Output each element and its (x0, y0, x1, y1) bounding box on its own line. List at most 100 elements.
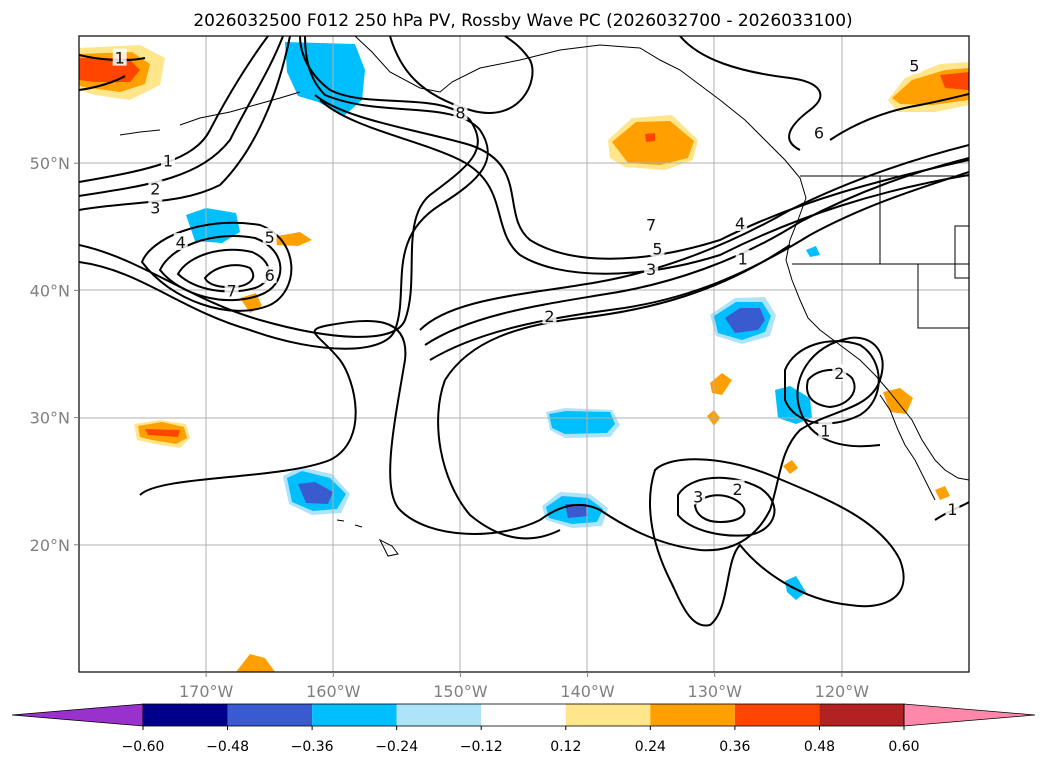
contour-label-bg (733, 213, 748, 231)
contour-line (158, 235, 282, 302)
colorbar-label: −0.12 (460, 739, 503, 755)
contour-label-bg (818, 421, 833, 439)
contour-label: 3 (693, 487, 703, 506)
lon-tick-label: 120°W (815, 682, 870, 701)
contour-label: 6 (265, 266, 275, 285)
colorbar-segment (312, 704, 397, 726)
pv-negative-blob (806, 246, 820, 257)
coastlines (119, 36, 969, 557)
colorbar-segment (734, 704, 820, 726)
contour-line (79, 36, 284, 197)
contour-label-bg (224, 281, 239, 299)
colorbar-label: 0.48 (804, 739, 835, 755)
contour-line (140, 221, 293, 312)
contour-label: 1 (820, 421, 830, 440)
contour-label-bg (542, 306, 557, 324)
colorbar-segment (650, 704, 735, 726)
lat-tick-label: 50°N (30, 154, 70, 173)
pv-positive-blob (236, 654, 275, 672)
contour-line (806, 369, 856, 409)
contour-label: 6 (814, 124, 824, 143)
contour-label-bg (112, 48, 127, 66)
contour-label-bg (262, 227, 277, 245)
map-frame (78, 35, 970, 673)
contour-line (314, 94, 969, 260)
pv-negative-blob (549, 411, 615, 434)
contour-label: 8 (455, 103, 465, 122)
colorbar-label: 0.12 (550, 739, 581, 755)
contour-line (649, 458, 905, 627)
contour-line (79, 36, 291, 211)
contour-label: 4 (735, 214, 745, 233)
contour-line (829, 93, 969, 141)
contour-line (139, 319, 884, 552)
colorbar-segment (143, 704, 228, 726)
contour-label: 3 (150, 199, 160, 218)
contour-line (424, 157, 969, 346)
contour-label-bg (161, 151, 175, 169)
colorbar-frame (142, 703, 905, 727)
contour-line (79, 54, 146, 62)
contour-line (679, 36, 822, 151)
colorbar-segment (481, 704, 566, 726)
lon-tick-label: 140°W (560, 682, 615, 701)
colorbar-label: 0.60 (888, 739, 919, 755)
lat-tick-label: 20°N (30, 536, 70, 555)
contour-line (444, 244, 791, 381)
contour-label: 1 (947, 500, 957, 519)
contour-label: 5 (265, 228, 275, 247)
contour-label: 1 (115, 49, 125, 68)
contour-label: 2 (733, 480, 743, 499)
pv-positive-blob (935, 486, 950, 500)
contour-label-bg (644, 215, 659, 233)
pc-contours (79, 36, 969, 627)
colorbar: −0.60 −0.48 −0.36 −0.24 −0.12 0.12 0.24 0.36 0.4… (11, 703, 1036, 755)
contour-label: 5 (652, 239, 662, 258)
pv-negative-blob (725, 308, 765, 333)
pv-positive-blob (645, 133, 655, 142)
contour-label-bg (262, 266, 277, 284)
contour-label-bg (650, 239, 665, 257)
colorbar-segment (396, 704, 482, 726)
contour-line (693, 494, 746, 524)
contour-label-bg (173, 233, 188, 251)
colorbar-segment (227, 704, 313, 726)
contour-line (79, 36, 479, 338)
pv-negative-blob (298, 482, 333, 504)
contour-line (79, 36, 269, 183)
contour-line (419, 144, 969, 331)
contour-line (389, 36, 534, 114)
contour-label-bg (730, 479, 745, 497)
contour-label: 5 (909, 56, 919, 75)
colorbar-label: 0.24 (635, 739, 666, 755)
contour-line (437, 379, 561, 540)
contour-label: 2 (150, 180, 160, 199)
contour-label: 7 (226, 281, 236, 300)
pv-positive-blob (883, 388, 913, 414)
pv-negative-blob (565, 504, 588, 518)
contour-label-bg (453, 103, 468, 121)
contour-label: 4 (176, 233, 186, 252)
contour-label: 1 (738, 250, 748, 269)
pv-positive-blob (783, 460, 798, 474)
contour-label-bg (945, 500, 960, 518)
contour-label-bg (644, 259, 659, 277)
colorbar-label: −0.60 (122, 739, 165, 755)
chart-title: 2026032500 F012 250 hPa PV, Rossby Wave … (193, 11, 852, 31)
colorbar-segment (819, 704, 904, 726)
pv-positive-blob (79, 58, 140, 82)
lat-tick-label: 30°N (30, 409, 70, 428)
lon-tick-label: 170°W (179, 682, 234, 701)
pv-positive-blob (145, 429, 180, 437)
colorbar-label: −0.48 (206, 739, 249, 755)
colorbar-label: −0.36 (291, 739, 334, 755)
contour-label-bg (691, 487, 706, 505)
colorbar-label: −0.24 (375, 739, 418, 755)
colorbar-extend-low (11, 703, 144, 727)
contour-line (79, 36, 489, 350)
contour-label: 2 (544, 307, 554, 326)
pv-positive-blob (940, 72, 969, 90)
